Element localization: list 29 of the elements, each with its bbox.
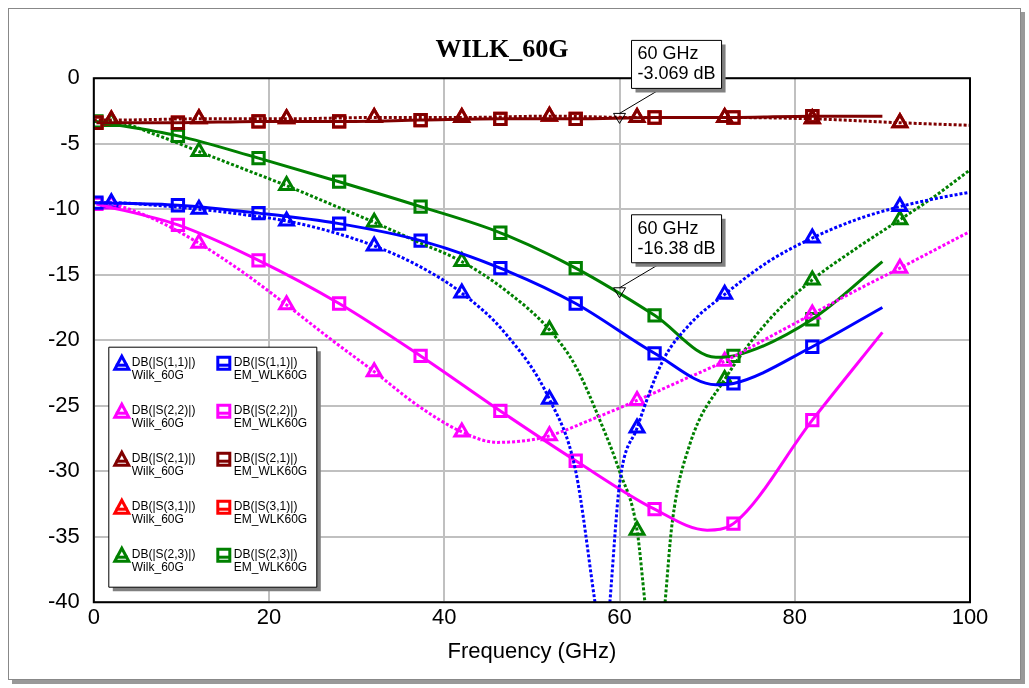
y-tick-label: -30 bbox=[48, 457, 80, 483]
x-axis-title: Frequency (GHz) bbox=[447, 637, 617, 663]
y-tick-label: -20 bbox=[48, 326, 80, 352]
y-tick-label: -15 bbox=[48, 260, 80, 286]
legend-label: DB(|S(2,3)|) Wilk_60G bbox=[131, 546, 196, 574]
y-tick-label: -25 bbox=[48, 391, 80, 417]
legend-label: DB(|S(2,2)|) EM_WLK60G bbox=[233, 402, 308, 430]
legend-label: DB(|S(1,1)|) EM_WLK60G bbox=[233, 354, 308, 382]
legend-label: DB(|S(2,3)|) EM_WLK60G bbox=[233, 546, 308, 574]
legend-label: DB(|S(2,1)|) Wilk_60G bbox=[131, 450, 196, 478]
legend-label: DB(|S(3,1)|) Wilk_60G bbox=[131, 498, 196, 526]
legend-label: DB(|S(2,1)|) EM_WLK60G bbox=[233, 450, 308, 478]
x-tick-label: 0 bbox=[87, 604, 100, 630]
legend-label: DB(|S(2,2)|) Wilk_60G bbox=[131, 402, 196, 430]
legend-label: DB(|S(3,1)|) EM_WLK60G bbox=[233, 498, 308, 526]
chart-title: WILK_60G bbox=[435, 34, 569, 64]
x-tick-label: 80 bbox=[782, 604, 807, 630]
y-tick-label: -5 bbox=[60, 129, 80, 155]
y-tick-label: -40 bbox=[48, 588, 80, 614]
legend-label: DB(|S(1,1)|) Wilk_60G bbox=[131, 354, 196, 382]
y-tick-label: -10 bbox=[48, 195, 80, 221]
x-tick-label: 100 bbox=[951, 604, 989, 630]
y-tick-label: -35 bbox=[48, 522, 80, 548]
annotation: 60 GHz -3.069 dB bbox=[637, 43, 716, 84]
annotation: 60 GHz -16.38 dB bbox=[637, 217, 716, 258]
x-tick-label: 40 bbox=[432, 604, 457, 630]
y-tick-label: 0 bbox=[67, 64, 80, 90]
x-tick-label: 20 bbox=[256, 604, 282, 630]
x-tick-label: 60 bbox=[607, 604, 632, 630]
